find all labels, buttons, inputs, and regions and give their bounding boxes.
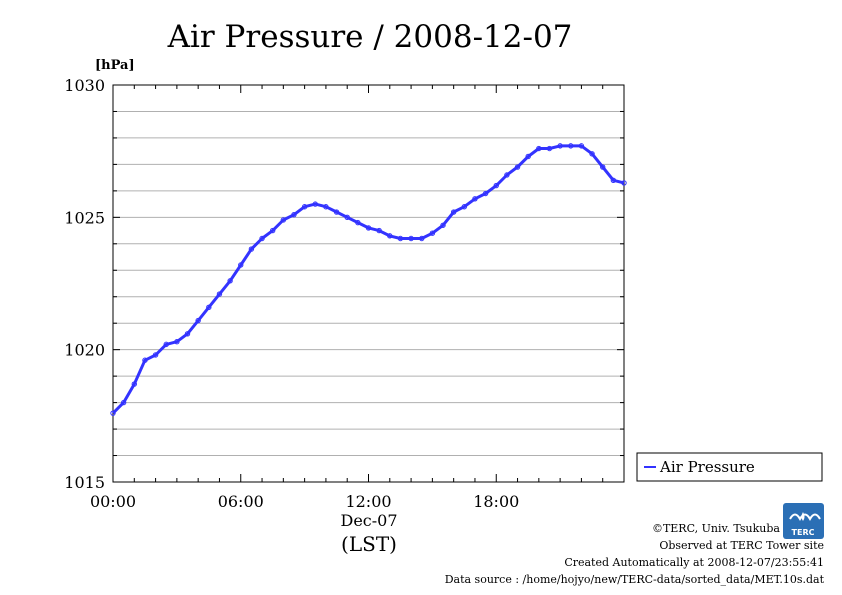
site-text: Observed at TERC Tower site xyxy=(659,539,824,552)
y-axis-unit-label: [hPa] xyxy=(95,58,135,73)
x-axis-timezone-label: (LST) xyxy=(341,532,397,556)
data-point xyxy=(461,204,468,210)
data-point xyxy=(376,227,382,234)
data-point xyxy=(248,246,255,252)
created-text: Created Automatically at 2008-12-07/23:5… xyxy=(564,556,824,569)
data-point xyxy=(429,230,436,236)
data-point xyxy=(493,182,499,189)
terc-logo: TERC xyxy=(783,503,824,539)
y-tick-label: 1030 xyxy=(64,76,105,95)
data-point xyxy=(600,164,606,170)
y-tick-labels: 1015 1020 1025 1030 xyxy=(64,76,105,492)
data-point xyxy=(312,201,318,207)
data-point xyxy=(621,180,627,186)
x-tick-label: 12:00 xyxy=(345,492,391,511)
data-point xyxy=(280,217,287,223)
data-point xyxy=(269,227,276,234)
chart-title: Air Pressure / 2008-12-07 xyxy=(167,19,573,55)
data-point xyxy=(546,145,553,152)
axis-ticks xyxy=(112,84,625,483)
data-point xyxy=(472,196,478,202)
data-point xyxy=(514,164,521,170)
y-tick-label: 1025 xyxy=(64,208,105,227)
x-tick-label: 00:00 xyxy=(90,492,136,511)
data-point xyxy=(323,204,329,210)
data-point xyxy=(333,209,340,215)
data-point xyxy=(163,341,169,348)
legend-label-air-pressure: Air Pressure xyxy=(659,458,755,476)
data-point xyxy=(387,233,393,239)
data-point xyxy=(344,214,350,221)
series-line xyxy=(111,144,625,415)
data-point xyxy=(536,145,542,152)
data-point xyxy=(419,235,425,242)
source-text: Data source : /home/hojyo/new/TERC-data/… xyxy=(444,573,824,586)
terc-logo-icon xyxy=(783,503,824,539)
data-point xyxy=(184,331,191,337)
data-point xyxy=(578,143,585,149)
data-point xyxy=(131,381,137,387)
data-point xyxy=(195,317,201,324)
x-tick-label: 18:00 xyxy=(473,492,519,511)
data-point xyxy=(291,211,297,218)
data-point xyxy=(450,209,457,215)
data-point xyxy=(440,222,446,228)
data-point xyxy=(557,143,563,149)
data-point xyxy=(610,177,617,183)
x-axis-date-label: Dec-07 xyxy=(340,511,397,530)
y-tick-label: 1015 xyxy=(64,473,105,492)
data-point xyxy=(142,357,148,363)
copyright-text: ©TERC, Univ. Tsukuba xyxy=(651,522,780,535)
series-air-pressure xyxy=(110,143,627,416)
x-tick-labels: 00:00 06:00 12:00 18:00 xyxy=(90,492,519,511)
data-point xyxy=(482,190,489,197)
y-tick-label: 1020 xyxy=(64,341,105,360)
legend-box xyxy=(636,452,823,482)
data-point xyxy=(568,143,574,149)
data-point xyxy=(259,235,265,242)
data-point xyxy=(408,235,414,242)
data-point xyxy=(365,225,372,231)
data-point xyxy=(110,410,116,416)
legend: Air Pressure xyxy=(636,452,823,482)
terc-logo-text: TERC xyxy=(792,528,815,537)
data-point xyxy=(397,235,404,242)
x-tick-label: 06:00 xyxy=(218,492,264,511)
gridlines xyxy=(113,110,624,457)
data-point xyxy=(227,278,233,284)
data-point xyxy=(206,304,212,311)
data-point xyxy=(355,219,361,226)
data-point xyxy=(174,339,180,345)
plot-frame xyxy=(112,84,625,483)
data-point xyxy=(152,352,159,358)
data-point xyxy=(120,399,127,406)
data-point xyxy=(238,262,244,268)
data-point xyxy=(504,172,510,178)
data-point xyxy=(589,151,595,157)
data-point xyxy=(216,291,223,297)
data-point xyxy=(301,204,308,210)
data-point xyxy=(525,153,531,160)
